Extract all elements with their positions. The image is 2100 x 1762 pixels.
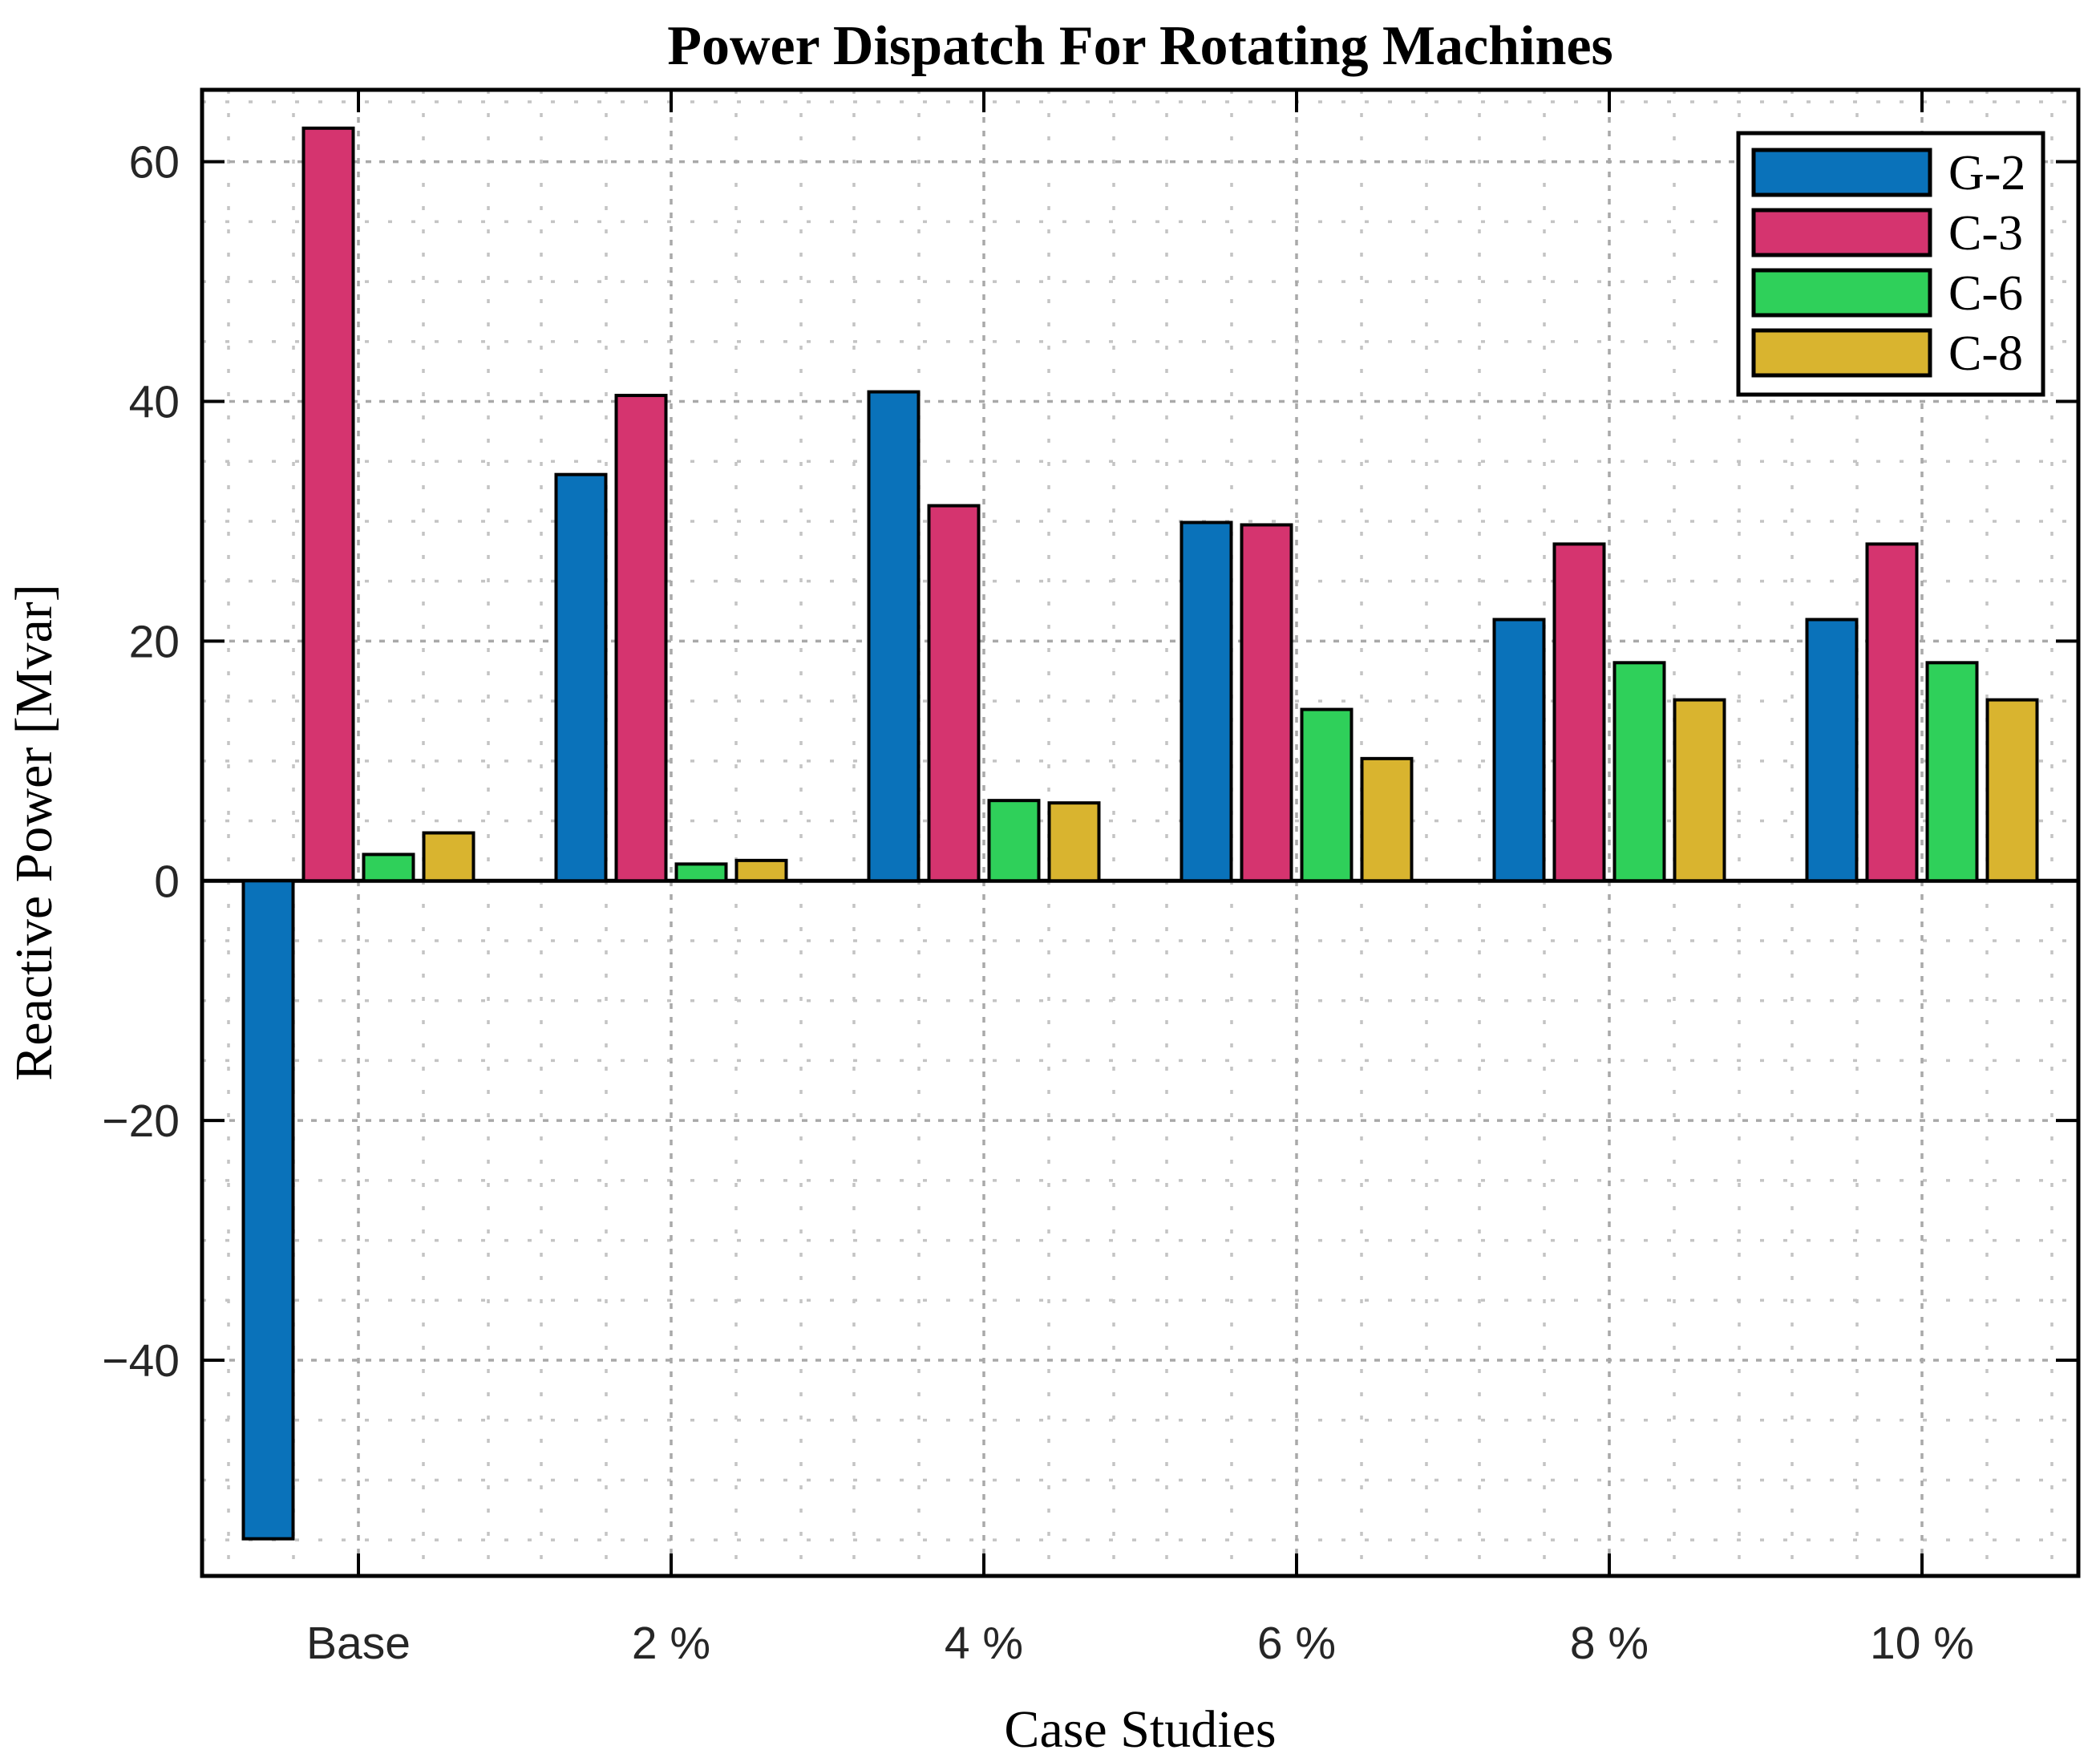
bar-c-8-6 — [1360, 756, 1414, 883]
legend-swatch-g-2 — [1751, 148, 1932, 197]
legend-swatch-c-8 — [1751, 328, 1932, 378]
legend-label-c-8: C-8 — [1948, 326, 2023, 381]
y-tick-label: 20 — [129, 616, 180, 667]
bar-c-8-4 — [1047, 801, 1101, 883]
legend-swatch-c-6 — [1751, 268, 1932, 318]
bar-c-3-6 — [1240, 523, 1293, 883]
y-tick-label: 40 — [129, 377, 180, 428]
x-axis-label: Case Studies — [1004, 1700, 1276, 1759]
bar-c-3-4 — [927, 504, 981, 883]
bar-c-8-10 — [1985, 698, 2039, 883]
legend: G-2C-3C-6C-8 — [1736, 131, 2045, 397]
y-tick-label: −20 — [102, 1096, 180, 1147]
bar-c-3-8 — [1552, 542, 1606, 883]
bar-g-2-base — [241, 879, 295, 1541]
x-tick-label: Base — [306, 1618, 411, 1669]
plot-frame — [200, 87, 2081, 1578]
y-tick-label: −40 — [102, 1335, 180, 1387]
chart-title: Power Dispatch For Rotating Machines — [667, 15, 1613, 77]
bar-c-8-2 — [734, 858, 788, 883]
bar-c-8-8 — [1673, 698, 1726, 883]
bar-c-3-10 — [1865, 542, 1919, 883]
x-tick-label: 10 % — [1870, 1618, 1974, 1669]
bar-g-2-6 — [1179, 520, 1233, 883]
legend-label-g-2: G-2 — [1948, 146, 2025, 201]
bar-c-3-2 — [614, 394, 668, 883]
bar-c-3-base — [301, 126, 355, 883]
bar-c-6-10 — [1925, 661, 1979, 883]
axes-box — [200, 87, 2081, 1578]
legend-label-c-3: C-3 — [1948, 206, 2023, 261]
x-tick-label: 6 % — [1257, 1618, 1336, 1669]
legend-label-c-6: C-6 — [1948, 266, 2023, 321]
bar-g-2-8 — [1492, 618, 1546, 883]
y-axis-label: Reactive Power [Mvar] — [5, 584, 63, 1080]
bar-c-6-4 — [987, 799, 1041, 883]
bar-g-2-4 — [867, 390, 921, 883]
bar-series — [202, 126, 2078, 1541]
y-tick-label: 60 — [129, 137, 180, 188]
x-tick-label: 4 % — [945, 1618, 1023, 1669]
bar-c-6-base — [362, 853, 415, 883]
bar-g-2-10 — [1805, 618, 1859, 883]
bar-c-6-6 — [1300, 707, 1353, 883]
tick-labels: 60 40 20 0 −20 −40 Base 2 % 4 % 6 % 8 % 10 % — [102, 137, 1974, 1669]
bar-g-2-2 — [554, 472, 608, 883]
legend-swatch-c-3 — [1751, 208, 1932, 257]
bar-c-6-8 — [1612, 661, 1666, 883]
bar-c-6-2 — [674, 862, 728, 883]
bar-c-8-base — [422, 831, 475, 883]
y-tick-label: 0 — [154, 856, 180, 907]
x-tick-label: 8 % — [1570, 1618, 1649, 1669]
x-tick-label: 2 % — [632, 1618, 710, 1669]
